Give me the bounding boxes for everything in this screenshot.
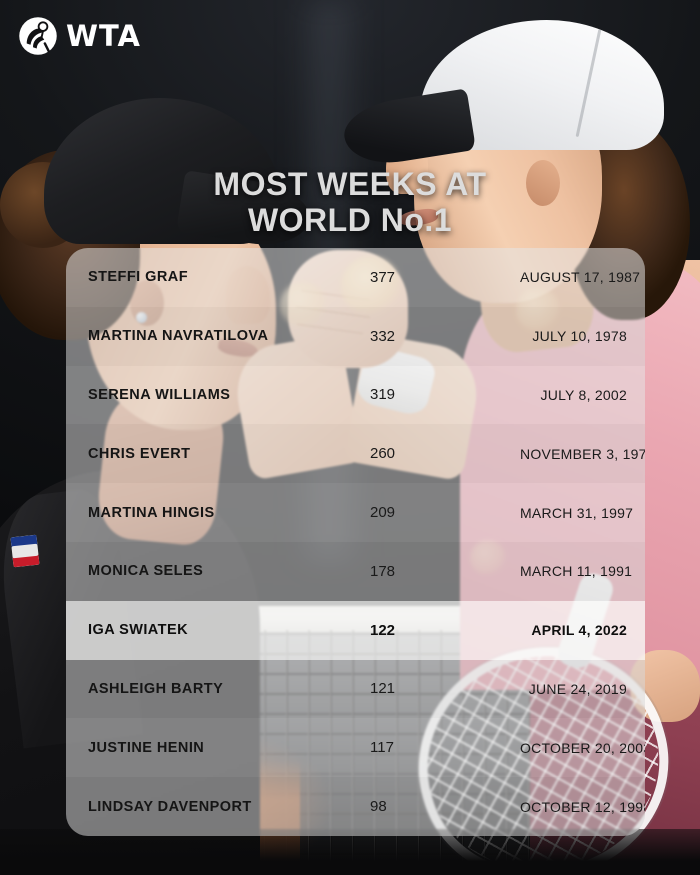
player-name: IGA SWIATEK [88,622,189,639]
date-reached: JUNE 24, 2019 [528,680,627,697]
weeks-count: 209 [370,504,396,522]
wta-logo-text: WTA [66,18,141,53]
date-reached: AUGUST 17, 1987 [520,269,641,286]
weeks-count: 260 [370,445,396,463]
player-name: MONICA SELES [88,563,204,580]
rankings-table: STEFFI GRAF 377 AUGUST 17, 1987 MARTINA NAV… [66,248,645,836]
weeks-count: 319 [370,386,396,404]
wta-circle-player-icon [19,17,57,55]
date-reached: OCTOBER 20, 2003 [520,739,645,756]
date-reached: JULY 10, 1978 [532,328,627,345]
table-row: MONICA SELES 178 MARCH 11, 1991 [66,541,645,601]
page-title: MOST WEEKS AT WORLD No.1 [0,166,700,238]
table-row: MARTINA NAVRATILOVA 332 JULY 10, 1978 [66,306,645,366]
player-name: JUSTINE HENIN [88,739,205,756]
table-row: SERENA WILLIAMS 319 JULY 8, 2002 [66,365,645,425]
date-reached: APRIL 4, 2022 [531,622,627,639]
weeks-count: 332 [370,327,396,345]
title-line-1: MOST WEEKS AT [213,166,487,202]
date-reached: MARCH 31, 1997 [520,504,634,521]
date-reached: NOVEMBER 3, 1975 [520,445,645,462]
player-name: STEFFI GRAF [88,269,189,286]
weeks-count: 178 [370,562,396,580]
player-name: MARTINA HINGIS [88,504,215,521]
player-name: LINDSAY DAVENPORT [88,798,252,815]
table-row: CHRIS EVERT 260 NOVEMBER 3, 1975 [66,424,645,484]
weeks-count: 121 [370,680,396,698]
weeks-count: 98 [370,798,387,816]
date-reached: JULY 8, 2002 [540,386,627,403]
weeks-count: 377 [370,268,396,286]
player-name: MARTINA NAVRATILOVA [88,328,269,345]
wta-logo: WTA [18,16,141,56]
weeks-count: 122 [370,621,396,639]
player-right-ear [526,160,560,206]
player-name: ASHLEIGH BARTY [88,680,224,697]
player-name: CHRIS EVERT [88,445,191,462]
table-row: LINDSAY DAVENPORT 98 OCTOBER 12, 1998 [66,777,645,836]
player-name: SERENA WILLIAMS [88,386,231,403]
date-reached: OCTOBER 12, 1998 [520,798,645,815]
floor-shadow [0,829,700,875]
weeks-count: 117 [370,739,394,757]
table-row: JUSTINE HENIN 117 OCTOBER 20, 2003 [66,718,645,778]
table-row: MARTINA HINGIS 209 MARCH 31, 1997 [66,483,645,542]
date-reached: MARCH 11, 1991 [520,563,633,580]
table-row: IGA SWIATEK 122 APRIL 4, 2022 [66,600,645,660]
rankings-panel: STEFFI GRAF 377 AUGUST 17, 1987 MARTINA NAV… [66,248,645,836]
title-line-2: WORLD No.1 [247,202,453,239]
player-left-logo-patch [10,534,40,568]
table-row: ASHLEIGH BARTY 121 JUNE 24, 2019 [66,659,645,719]
table-row: STEFFI GRAF 377 AUGUST 17, 1987 [66,248,645,307]
